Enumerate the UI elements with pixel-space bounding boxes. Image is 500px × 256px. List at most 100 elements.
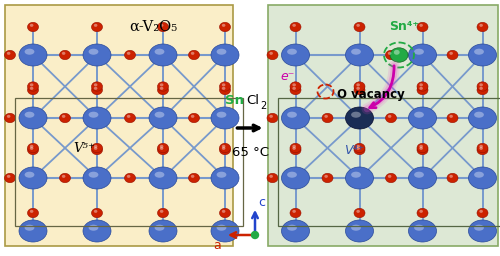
- Ellipse shape: [191, 175, 194, 178]
- Bar: [278, 98, 500, 226]
- Text: 2: 2: [260, 101, 266, 111]
- Ellipse shape: [188, 113, 200, 123]
- Ellipse shape: [222, 83, 226, 86]
- Text: e⁻: e⁻: [280, 70, 294, 83]
- Ellipse shape: [94, 87, 98, 90]
- Ellipse shape: [94, 147, 98, 150]
- Ellipse shape: [354, 208, 365, 218]
- FancyBboxPatch shape: [268, 5, 498, 246]
- Ellipse shape: [158, 22, 168, 32]
- Ellipse shape: [127, 175, 130, 178]
- Ellipse shape: [417, 22, 428, 32]
- Ellipse shape: [220, 82, 230, 91]
- Ellipse shape: [356, 83, 360, 86]
- Ellipse shape: [4, 50, 16, 60]
- Text: Cl: Cl: [246, 93, 259, 106]
- Ellipse shape: [282, 220, 310, 242]
- Ellipse shape: [290, 22, 301, 32]
- Ellipse shape: [351, 225, 361, 231]
- Ellipse shape: [160, 147, 164, 150]
- Ellipse shape: [158, 145, 168, 155]
- Ellipse shape: [92, 22, 102, 32]
- Ellipse shape: [222, 24, 226, 27]
- Ellipse shape: [292, 145, 296, 148]
- Ellipse shape: [94, 24, 98, 27]
- Ellipse shape: [94, 210, 98, 213]
- Ellipse shape: [220, 22, 230, 32]
- Ellipse shape: [158, 208, 168, 218]
- Ellipse shape: [408, 167, 436, 189]
- Ellipse shape: [480, 210, 483, 213]
- Ellipse shape: [220, 208, 230, 218]
- Ellipse shape: [4, 113, 16, 123]
- Ellipse shape: [127, 52, 130, 55]
- Ellipse shape: [60, 113, 70, 123]
- Ellipse shape: [62, 52, 66, 55]
- Ellipse shape: [154, 225, 164, 231]
- Ellipse shape: [19, 44, 47, 66]
- Ellipse shape: [222, 145, 226, 148]
- Ellipse shape: [351, 112, 361, 118]
- Ellipse shape: [282, 44, 310, 66]
- Ellipse shape: [211, 220, 239, 242]
- Ellipse shape: [388, 52, 392, 55]
- Ellipse shape: [149, 107, 177, 129]
- Ellipse shape: [94, 145, 98, 148]
- Ellipse shape: [24, 112, 34, 118]
- Ellipse shape: [468, 44, 496, 66]
- Text: α-V₂O₅: α-V₂O₅: [129, 20, 177, 34]
- Ellipse shape: [480, 87, 483, 90]
- Ellipse shape: [351, 49, 361, 55]
- Ellipse shape: [149, 167, 177, 189]
- Ellipse shape: [386, 113, 396, 123]
- Ellipse shape: [390, 48, 408, 62]
- Ellipse shape: [290, 82, 301, 91]
- Ellipse shape: [420, 87, 423, 90]
- Ellipse shape: [19, 107, 47, 129]
- Ellipse shape: [124, 173, 136, 183]
- Ellipse shape: [270, 115, 273, 118]
- Ellipse shape: [322, 173, 333, 183]
- Ellipse shape: [94, 83, 98, 86]
- FancyArrowPatch shape: [370, 66, 394, 108]
- Ellipse shape: [160, 83, 164, 86]
- Ellipse shape: [354, 85, 365, 95]
- Ellipse shape: [474, 49, 484, 55]
- Ellipse shape: [420, 145, 423, 148]
- Ellipse shape: [220, 145, 230, 155]
- Ellipse shape: [282, 167, 310, 189]
- Ellipse shape: [480, 83, 483, 86]
- Ellipse shape: [356, 210, 360, 213]
- Ellipse shape: [292, 147, 296, 150]
- Ellipse shape: [408, 107, 436, 129]
- Ellipse shape: [24, 49, 34, 55]
- Ellipse shape: [450, 175, 453, 178]
- Ellipse shape: [480, 147, 483, 150]
- Ellipse shape: [216, 112, 226, 118]
- Ellipse shape: [351, 172, 361, 178]
- Ellipse shape: [474, 225, 484, 231]
- Ellipse shape: [92, 145, 102, 155]
- Text: a: a: [213, 239, 221, 252]
- Circle shape: [252, 231, 258, 239]
- Ellipse shape: [211, 107, 239, 129]
- FancyArrowPatch shape: [367, 66, 394, 109]
- Ellipse shape: [408, 220, 436, 242]
- Ellipse shape: [356, 145, 360, 148]
- Ellipse shape: [60, 50, 70, 60]
- Ellipse shape: [287, 112, 297, 118]
- Ellipse shape: [480, 24, 483, 27]
- Ellipse shape: [287, 49, 297, 55]
- Ellipse shape: [30, 147, 34, 150]
- Ellipse shape: [354, 143, 365, 153]
- Ellipse shape: [211, 167, 239, 189]
- Ellipse shape: [447, 50, 458, 60]
- Ellipse shape: [154, 49, 164, 55]
- Ellipse shape: [388, 175, 392, 178]
- Ellipse shape: [292, 24, 296, 27]
- Ellipse shape: [287, 225, 297, 231]
- Ellipse shape: [386, 173, 396, 183]
- Ellipse shape: [386, 50, 396, 60]
- Text: Sn⁴⁺: Sn⁴⁺: [389, 20, 419, 34]
- Ellipse shape: [267, 173, 278, 183]
